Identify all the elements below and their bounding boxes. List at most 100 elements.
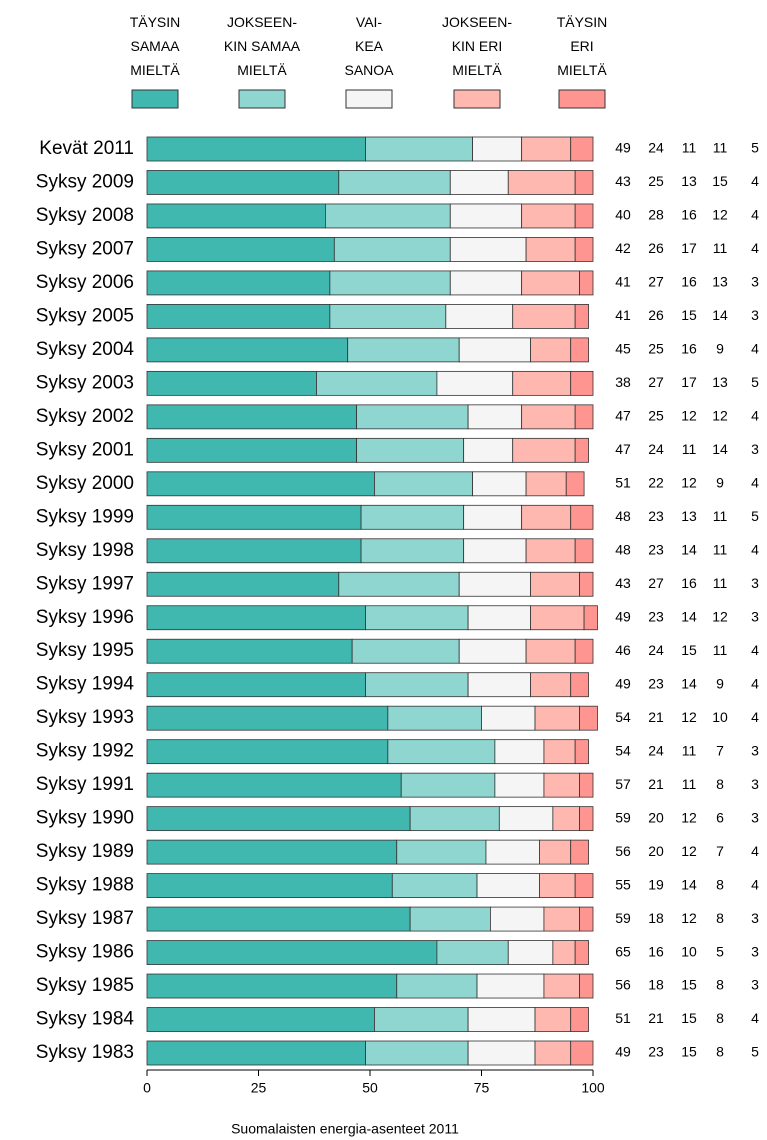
value-label: 7 [716,742,724,758]
bar-segment [409,906,491,932]
bar-segment [338,170,451,195]
value-label: 25 [648,173,664,189]
y-tick-label: Syksy 2004 [36,339,135,360]
value-label: 11 [713,508,728,524]
y-tick-label: Syksy 1983 [36,1042,134,1063]
bar-segment [570,370,594,396]
bar-segment [565,471,585,497]
bar-segment [360,504,465,530]
value-label: 16 [681,575,697,591]
bar-segment [490,906,545,932]
bar-segment [146,973,398,999]
value-label: 16 [681,341,697,357]
value-label: 5 [751,508,759,524]
value-label: 15 [681,307,697,323]
bar-segment [574,873,594,898]
bar-segment [552,940,576,965]
bar-segment [521,404,576,430]
bar-segment [146,839,398,865]
value-label: 38 [615,374,631,390]
bar-segment [458,337,531,363]
bar-segment [472,471,527,497]
bar-segment [579,772,594,798]
value-label: 40 [615,207,631,223]
value-label: 11 [713,575,728,591]
x-tick-label: 25 [251,1080,267,1096]
bar-segment [579,705,598,731]
bar-segment [449,170,509,195]
value-label: 11 [713,541,728,557]
bar-segment [570,1040,594,1066]
value-label: 10 [712,709,728,725]
bar-segment [387,705,482,731]
value-label: 14 [681,608,697,624]
bar-segment [365,1040,469,1066]
bar-segment [146,739,389,765]
bar-segment [574,638,594,664]
bar-segment [570,839,589,865]
bar-segment [146,170,340,195]
value-label: 14 [712,307,728,323]
bar-segment [539,839,572,865]
y-tick-label: Syksy 2003 [36,372,134,393]
y-tick-label: Kevät 2011 [39,138,134,159]
bar-segment [476,873,540,898]
bar-segment [409,806,500,832]
value-label: 23 [648,541,664,557]
bar-segment [574,170,594,195]
value-label: 3 [751,809,759,825]
value-label: 8 [716,776,724,792]
bar-segment [574,739,589,765]
bar-segment [467,605,531,631]
bar-segment [574,538,594,564]
bar-segment [552,806,581,832]
bar-segment [530,672,572,698]
bar-segment [574,437,589,463]
value-label: 12 [712,207,728,223]
y-tick-label: Syksy 1991 [36,774,134,795]
bar-segment [579,571,594,597]
bar-segment [525,638,576,664]
value-label: 17 [681,240,697,256]
bar-segment [458,571,531,597]
bar-segment [472,136,523,162]
value-label: 11 [682,742,697,758]
value-label: 8 [716,876,724,892]
x-tick-label: 100 [581,1080,605,1096]
bar-segment [146,304,331,329]
value-label: 17 [681,374,697,390]
value-label: 24 [648,742,664,758]
bar-segment [507,940,554,965]
bar-segment [146,471,375,497]
bar-segment [347,337,460,363]
y-tick-label: Syksy 1998 [36,540,134,561]
value-label: 21 [648,709,664,725]
value-label: 10 [681,943,697,959]
bar-segment [543,906,581,932]
bar-segment [365,136,473,162]
value-label: 13 [681,508,697,524]
bar-segment [449,270,523,296]
value-label: 14 [681,541,697,557]
value-label: 15 [681,1010,697,1026]
value-label: 47 [615,408,631,424]
value-label: 18 [648,910,664,926]
value-label: 3 [751,977,759,993]
bar-segment [449,237,527,262]
bar-segment [570,504,594,530]
value-label: 59 [615,910,631,926]
value-label: 23 [648,675,664,691]
value-label: 12 [712,408,728,424]
value-label: 23 [648,608,664,624]
value-label: 27 [648,374,664,390]
value-label: 51 [615,475,631,491]
bar-segment [485,839,540,865]
value-label: 43 [615,173,631,189]
bar-segment [467,404,523,430]
y-tick-label: Syksy 1990 [36,808,134,829]
value-label: 8 [716,1044,724,1060]
bar-segment [338,571,460,597]
bar-segment [333,237,451,262]
bar-segment [570,337,589,363]
